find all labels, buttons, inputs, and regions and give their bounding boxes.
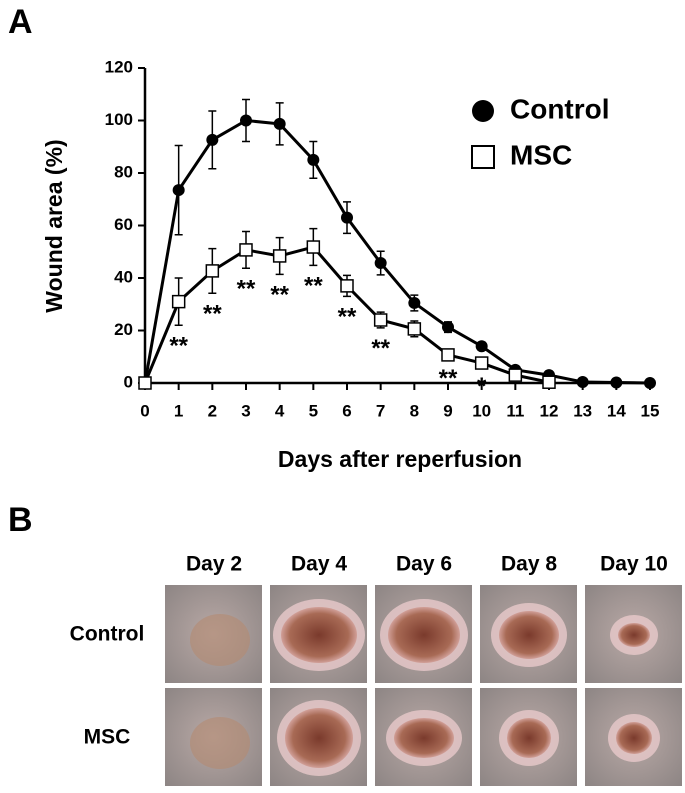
significance: ** xyxy=(304,273,323,300)
data-point xyxy=(340,279,354,293)
column-header: Day 10 xyxy=(600,553,668,576)
significance: ** xyxy=(237,276,256,303)
x-tick-label: 9 xyxy=(443,401,452,420)
data-point xyxy=(206,133,219,146)
column-header: Day 2 xyxy=(186,553,242,576)
x-tick-label: 14 xyxy=(607,401,626,420)
wound xyxy=(507,718,551,758)
data-point xyxy=(172,184,185,197)
x-tick-label: 10 xyxy=(472,401,491,420)
wound xyxy=(388,607,460,663)
x-axis-title: Days after reperfusion xyxy=(278,446,522,472)
legend-label: MSC xyxy=(510,139,572,170)
data-point xyxy=(273,117,286,130)
y-tick-label: 60 xyxy=(114,215,133,234)
x-tick-label: 3 xyxy=(241,401,250,420)
significance: ** xyxy=(338,304,357,331)
row-label: MSC xyxy=(84,726,131,749)
photo-grid xyxy=(165,585,682,786)
data-point xyxy=(205,264,220,278)
wound xyxy=(285,708,353,768)
row-label: Control xyxy=(70,623,145,646)
significance: ** xyxy=(439,365,458,392)
y-tick-label: 40 xyxy=(114,267,133,286)
wound xyxy=(499,611,559,659)
data-point xyxy=(373,313,388,327)
x-tick-label: 7 xyxy=(376,401,385,420)
y-tick-label: 0 xyxy=(124,372,133,391)
data-point xyxy=(341,211,353,224)
x-tick-label: 12 xyxy=(540,401,559,420)
data-point xyxy=(408,296,421,309)
column-header: Day 4 xyxy=(291,553,347,576)
significance: * xyxy=(477,373,487,400)
data-point xyxy=(441,348,455,362)
y-tick-label: 80 xyxy=(114,162,133,181)
wound xyxy=(190,717,250,769)
wound xyxy=(281,607,357,663)
significance: ** xyxy=(371,335,390,362)
data-point xyxy=(610,376,623,389)
series-line xyxy=(143,118,651,385)
wound xyxy=(616,722,652,754)
data-point xyxy=(442,321,454,334)
wound xyxy=(394,718,454,758)
data-point xyxy=(171,294,186,309)
data-point xyxy=(644,377,656,389)
data-point xyxy=(240,114,252,127)
column-header: Day 8 xyxy=(501,553,557,576)
x-tick-label: 15 xyxy=(641,401,660,420)
data-point xyxy=(576,375,589,388)
y-tick-label: 100 xyxy=(105,110,133,129)
legend-label: Control xyxy=(510,93,610,124)
data-point xyxy=(272,249,287,263)
panel-label: A xyxy=(8,3,33,41)
x-tick-label: 2 xyxy=(208,401,217,420)
legend-marker xyxy=(472,100,494,122)
significance: ** xyxy=(203,301,222,328)
data-point xyxy=(138,376,152,390)
data-point xyxy=(542,375,556,389)
data-point xyxy=(307,153,320,166)
significance: ** xyxy=(169,333,188,360)
x-tick-label: 11 xyxy=(506,401,524,420)
data-point xyxy=(239,243,253,257)
x-tick-label: 13 xyxy=(573,401,592,420)
y-tick-label: 20 xyxy=(114,320,133,339)
data-point xyxy=(475,340,488,353)
y-tick-label: 120 xyxy=(105,57,133,76)
significance: ** xyxy=(270,282,289,309)
data-point xyxy=(508,368,523,382)
wound xyxy=(190,614,250,666)
wound xyxy=(618,623,650,647)
x-tick-label: 8 xyxy=(410,401,419,420)
x-tick-label: 0 xyxy=(140,401,149,420)
data-point xyxy=(306,240,321,254)
y-axis-title: Wound area (%) xyxy=(41,139,67,312)
x-tick-label: 5 xyxy=(309,401,318,420)
panel-label: B xyxy=(8,501,33,539)
data-point xyxy=(474,356,489,370)
x-tick-label: 1 xyxy=(174,401,183,420)
column-header: Day 6 xyxy=(396,553,452,576)
data-point xyxy=(374,257,387,270)
x-tick-label: 4 xyxy=(275,401,285,420)
x-tick-label: 6 xyxy=(342,401,351,420)
data-point xyxy=(407,322,422,336)
legend-marker xyxy=(471,145,495,169)
